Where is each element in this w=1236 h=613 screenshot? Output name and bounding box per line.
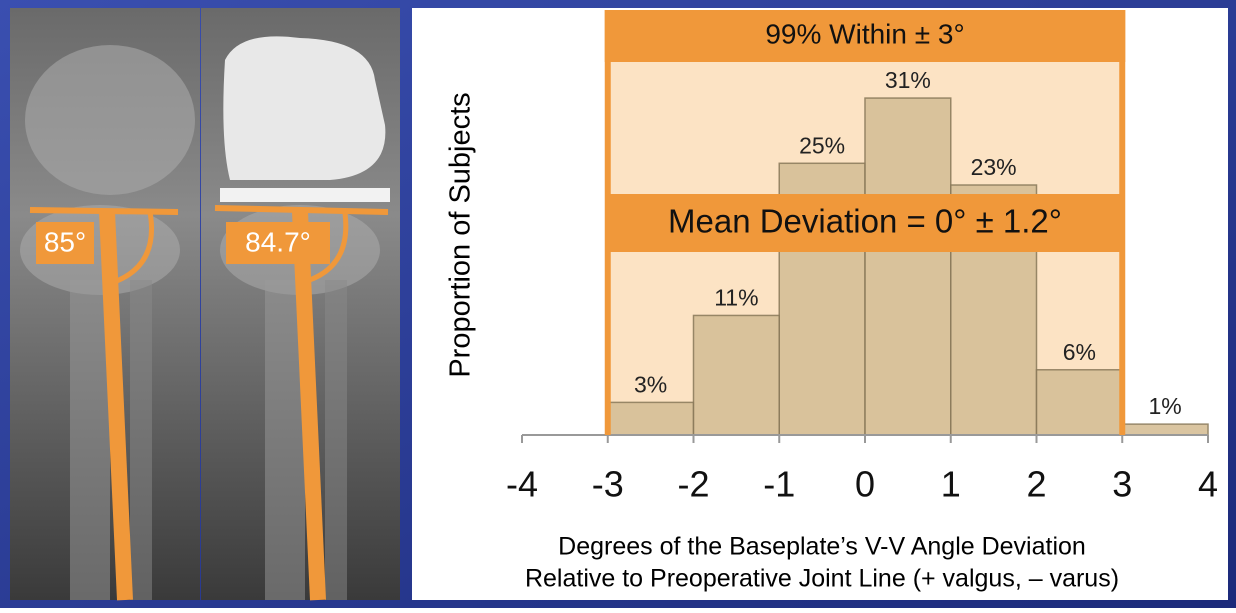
x-axis-label: Degrees of the Baseplate’s V-V Angle Dev… [558,533,1086,561]
x-axis-label: Relative to Preoperative Joint Line (+ v… [525,565,1119,593]
value-label: 31% [885,67,931,93]
x-tick-label: -2 [677,464,709,505]
x-tick-label: 0 [855,464,875,505]
bar [864,97,952,436]
bar [1121,423,1209,436]
value-label: 25% [799,132,845,158]
y-axis-label: Proportion of Subjects [445,92,477,377]
annotation-banner [607,194,1123,252]
x-tick-label: 2 [1026,464,1046,505]
angle-label: 84.7° [245,226,311,257]
x-tick-label: 4 [1198,464,1218,505]
implant [223,36,386,180]
angle-box [226,222,330,264]
xray-images: 85° 84.7° [10,8,400,601]
x-tick-label: -4 [506,464,538,505]
bar [1035,369,1123,436]
value-label: 6% [1063,339,1096,365]
angle-label: 85° [44,226,86,257]
value-label: 23% [971,154,1017,180]
highlight-header [604,10,1126,62]
x-tick-label: -3 [592,464,624,505]
highlight-title: 99% Within ± 3° [765,18,964,49]
x-tick-label: 3 [1112,464,1132,505]
bar [692,314,780,436]
angle-box [36,222,94,264]
value-label: 11% [714,285,758,311]
value-label: 3% [634,371,667,397]
x-tick-label: 1 [941,464,961,505]
x-tick-label: -1 [763,464,795,505]
baseplate [220,188,390,202]
bar [607,401,695,436]
angle-lines [29,205,389,601]
value-label: 1% [1149,393,1182,419]
annotation: Mean Deviation = 0° ± 1.2° [668,203,1062,240]
